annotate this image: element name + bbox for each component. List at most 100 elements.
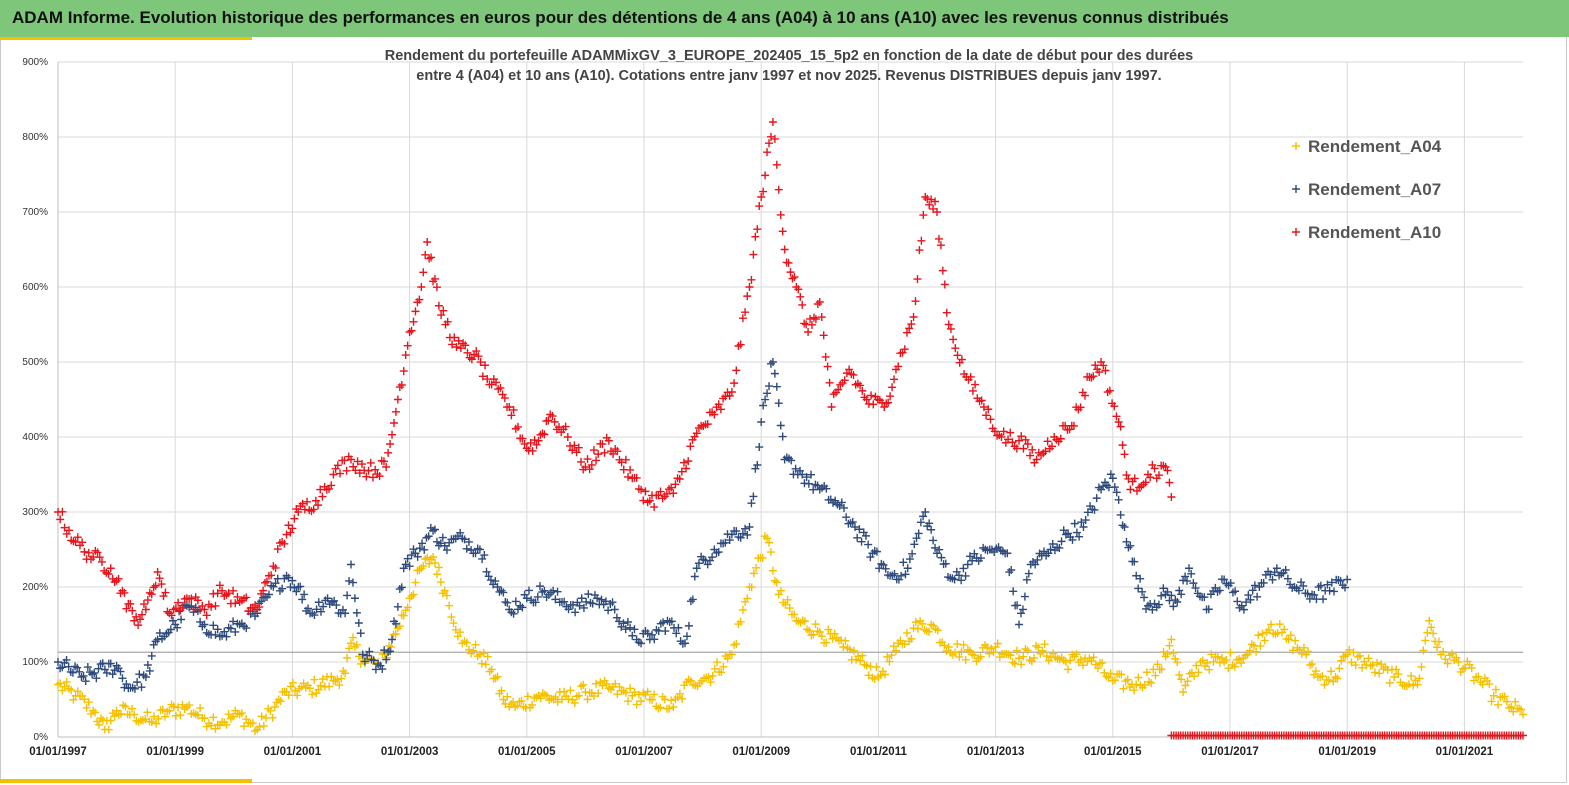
data-point xyxy=(1010,659,1019,668)
data-point xyxy=(738,529,747,538)
data-point xyxy=(933,626,942,635)
data-point xyxy=(474,352,483,361)
data-point xyxy=(948,574,957,583)
data-point xyxy=(1494,700,1503,709)
data-point xyxy=(1015,620,1024,629)
data-point xyxy=(1015,654,1024,663)
data-point xyxy=(903,564,912,573)
data-point xyxy=(456,628,465,637)
data-point xyxy=(280,539,289,548)
data-point xyxy=(963,560,972,569)
data-point xyxy=(751,232,760,241)
data-point xyxy=(290,514,299,523)
data-point xyxy=(925,519,934,528)
chart-title-line-1: Rendement du portefeuille ADAMMixGV_3_EU… xyxy=(385,48,1193,64)
data-point xyxy=(549,586,558,595)
data-point xyxy=(153,635,162,644)
data-point xyxy=(481,660,490,669)
data-point xyxy=(953,640,962,649)
data-point xyxy=(1167,635,1176,644)
data-point xyxy=(1316,581,1325,590)
data-point xyxy=(1177,675,1186,684)
data-point xyxy=(935,545,944,554)
data-point xyxy=(134,621,143,630)
data-point xyxy=(690,432,699,441)
data-point xyxy=(509,609,518,618)
data-point xyxy=(1209,657,1218,666)
data-point xyxy=(675,474,684,483)
data-point xyxy=(1106,669,1115,678)
data-point xyxy=(1072,650,1081,659)
data-point xyxy=(553,697,562,706)
data-point xyxy=(815,298,824,306)
data-point xyxy=(511,597,520,606)
data-point xyxy=(1295,645,1304,654)
data-point xyxy=(917,236,926,245)
data-point xyxy=(822,638,831,647)
data-point xyxy=(837,498,846,507)
data-point xyxy=(1341,652,1350,661)
data-point xyxy=(1415,674,1424,683)
data-point xyxy=(721,538,730,547)
data-point xyxy=(1226,648,1235,657)
data-point xyxy=(424,532,433,541)
data-point xyxy=(69,537,78,546)
data-point xyxy=(93,548,102,557)
data-point xyxy=(135,670,144,679)
data-point xyxy=(1489,691,1498,700)
data-point xyxy=(382,655,391,664)
data-point xyxy=(817,313,826,322)
data-point xyxy=(915,246,924,255)
data-point xyxy=(1173,598,1182,606)
data-point xyxy=(747,499,756,508)
data-point xyxy=(753,225,762,234)
data-point xyxy=(1487,697,1496,706)
data-point xyxy=(765,382,774,391)
data-point xyxy=(198,713,207,722)
data-point xyxy=(271,579,280,588)
data-point xyxy=(118,674,127,683)
data-point xyxy=(970,549,979,558)
data-point xyxy=(1392,665,1401,674)
data-point xyxy=(518,434,527,443)
data-point xyxy=(966,372,975,381)
data-point xyxy=(242,593,251,602)
data-point xyxy=(143,661,152,669)
data-point xyxy=(312,605,321,614)
data-point xyxy=(639,496,648,505)
data-point xyxy=(1242,598,1251,607)
x-tick-label: 01/01/2019 xyxy=(1318,746,1376,758)
data-point xyxy=(712,658,721,667)
data-point xyxy=(483,652,492,661)
data-point xyxy=(1419,646,1428,655)
data-point xyxy=(106,659,115,668)
data-point xyxy=(1112,488,1121,497)
data-point xyxy=(890,569,899,578)
data-point xyxy=(198,601,207,610)
data-point xyxy=(126,599,135,608)
data-point xyxy=(471,640,480,649)
data-point xyxy=(1165,478,1174,487)
data-point xyxy=(198,622,207,631)
data-point xyxy=(447,613,456,622)
data-point xyxy=(1008,438,1017,447)
data-point xyxy=(682,632,691,641)
data-point xyxy=(626,465,635,474)
data-point xyxy=(637,485,646,494)
data-point xyxy=(708,408,717,417)
data-point xyxy=(143,708,152,717)
data-point xyxy=(473,544,482,553)
data-point xyxy=(413,552,422,561)
x-tick-label: 01/01/2011 xyxy=(850,746,908,758)
data-point xyxy=(861,531,870,540)
data-point xyxy=(145,666,154,675)
data-point xyxy=(626,623,635,632)
data-point xyxy=(1519,710,1527,719)
data-point xyxy=(723,530,732,539)
data-point xyxy=(830,629,839,638)
data-point xyxy=(725,391,734,400)
data-point xyxy=(1033,555,1042,564)
data-point xyxy=(1017,660,1026,669)
data-point xyxy=(1004,435,1013,444)
data-point xyxy=(778,432,787,441)
